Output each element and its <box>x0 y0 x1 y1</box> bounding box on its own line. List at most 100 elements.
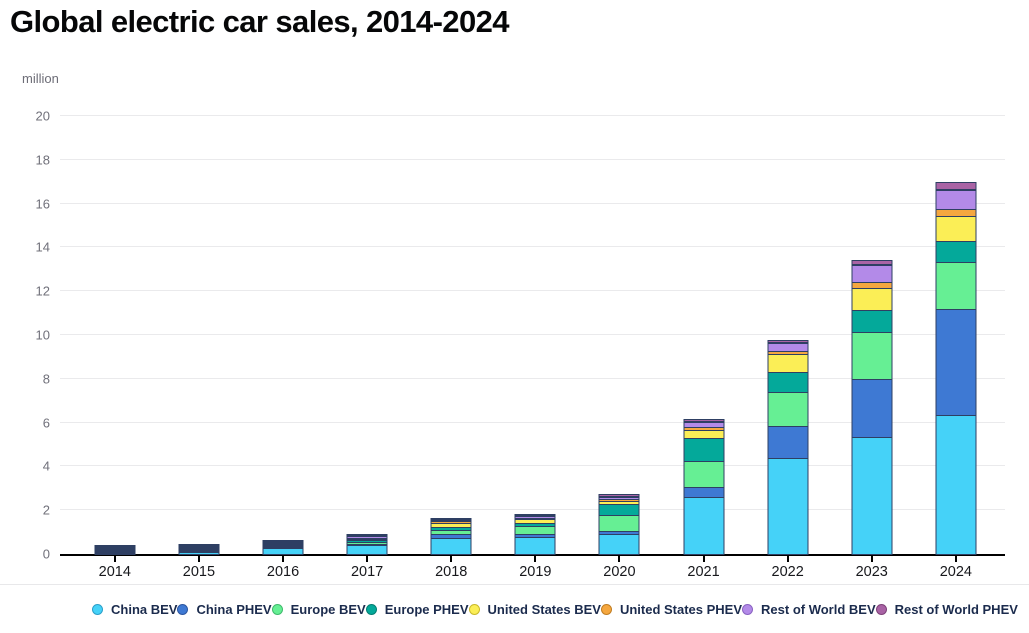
bar-segment-2024-rest-of-world-bev[interactable] <box>935 190 977 210</box>
bar-segment-2023-europe-bev[interactable] <box>851 332 893 380</box>
gridline <box>60 334 1005 335</box>
bar-segment-2022-china-phev[interactable] <box>767 426 809 459</box>
legend-swatch-icon <box>600 603 612 615</box>
y-axis-tick-label: 14 <box>35 239 50 255</box>
legend-label: Europe PHEV <box>384 601 469 617</box>
chart-title: Global electric car sales, 2014-2024 <box>10 4 509 39</box>
bar-segment-2022-europe-bev[interactable] <box>767 392 809 427</box>
legend-swatch-icon <box>742 603 754 615</box>
legend-item-united-states-phev[interactable]: United States PHEV <box>600 601 743 617</box>
bar-segment-2022-united-states-bev[interactable] <box>767 354 809 373</box>
x-axis-tick <box>282 556 285 562</box>
bar-segment-2022-europe-phev[interactable] <box>767 372 809 393</box>
bar-segment-2018-rest-of-world-phev[interactable] <box>430 518 472 520</box>
gridline <box>60 377 1005 379</box>
bar-2023 <box>851 260 893 555</box>
y-axis-tick-label: 16 <box>35 196 50 212</box>
bar-segment-2015-rest-of-world-phev[interactable] <box>178 544 220 546</box>
bar-segment-2024-united-states-bev[interactable] <box>935 216 977 242</box>
legend-item-rest-of-world-bev[interactable]: Rest of World BEV <box>742 602 876 617</box>
legend-label: United States BEV <box>487 601 601 617</box>
gridline <box>60 115 1005 116</box>
gridline <box>60 465 1005 467</box>
bar-segment-2024-europe-phev[interactable] <box>935 241 977 263</box>
bar-2024 <box>935 182 977 555</box>
bar-2021 <box>683 419 725 555</box>
x-axis-tick <box>870 556 873 562</box>
bar-segment-2024-rest-of-world-phev[interactable] <box>935 182 977 190</box>
bar-segment-2019-rest-of-world-phev[interactable] <box>514 514 556 516</box>
x-axis-tick <box>702 556 705 562</box>
y-axis-tick-label: 20 <box>35 108 50 124</box>
bar-segment-2023-europe-phev[interactable] <box>851 310 893 333</box>
gridline <box>60 158 1005 160</box>
legend-item-china-bev[interactable]: China BEV <box>92 602 177 617</box>
legend-swatch-icon <box>875 603 887 615</box>
bar-segment-2023-rest-of-world-bev[interactable] <box>851 265 893 283</box>
y-axis-tick-label: 10 <box>35 327 50 343</box>
bar-segment-2017-rest-of-world-phev[interactable] <box>346 534 388 536</box>
x-axis-tick <box>113 556 116 562</box>
bar-segment-2016-china-bev[interactable] <box>262 548 304 555</box>
bar-segment-2015-china-bev[interactable] <box>178 552 220 555</box>
plot-area: 0 2 4 6 8 10 12 14 16 18 20 2014 2015 2016 2017 2018 201… <box>36 110 1005 580</box>
legend-swatch-icon <box>468 603 480 615</box>
bar-segment-2022-china-bev[interactable] <box>767 458 809 555</box>
gridline <box>60 509 1005 511</box>
bar-segment-2023-rest-of-world-phev[interactable] <box>851 260 893 265</box>
bar-segment-2021-rest-of-world-phev[interactable] <box>683 419 725 422</box>
y-axis-tick-label: 4 <box>42 458 50 474</box>
x-axis-label-2019: 2019 <box>519 564 552 580</box>
legend-item-china-phev[interactable]: China PHEV <box>177 602 272 617</box>
legend-label: United States PHEV <box>619 601 743 617</box>
gridline <box>60 421 1005 423</box>
bar-segment-2019-china-bev[interactable] <box>514 537 556 555</box>
x-axis-label-2023: 2023 <box>855 564 888 580</box>
gridline <box>60 202 1005 204</box>
bar-segment-2024-china-phev[interactable] <box>935 309 977 416</box>
x-axis-label-2016: 2016 <box>266 564 300 580</box>
legend-swatch-icon <box>177 603 189 615</box>
bar-segment-2020-europe-bev[interactable] <box>598 515 640 532</box>
y-axis-tick-label: 0 <box>42 546 50 562</box>
x-axis-label-2014: 2014 <box>98 564 131 580</box>
bar-segment-2023-china-phev[interactable] <box>851 379 893 438</box>
x-axis-label-2018: 2018 <box>435 564 468 580</box>
bar-segment-2021-europe-bev[interactable] <box>683 461 725 488</box>
legend-separator <box>0 584 1029 585</box>
legend-item-europe-bev[interactable]: Europe BEV <box>271 602 366 617</box>
y-axis-tick-label: 8 <box>42 371 50 387</box>
bar-2020 <box>598 494 640 555</box>
bar-segment-2014-china-bev[interactable] <box>94 553 136 555</box>
y-axis-tick-label: 6 <box>42 415 50 431</box>
legend: China BEV China PHEV Europe BEV Europe PHEV… <box>0 585 1029 633</box>
x-axis-label-2022: 2022 <box>771 564 804 580</box>
legend-item-europe-phev[interactable]: Europe PHEV <box>365 601 469 617</box>
bar-2014 <box>94 545 136 555</box>
x-axis-label-2015: 2015 <box>182 564 216 580</box>
legend-label: Rest of World BEV <box>761 601 876 617</box>
bar-2016 <box>262 540 304 555</box>
bar-segment-2017-china-bev[interactable] <box>346 545 388 555</box>
bar-segment-2024-europe-bev[interactable] <box>935 262 977 310</box>
bar-segment-2021-europe-phev[interactable] <box>683 438 725 462</box>
y-axis-tick-label: 2 <box>42 502 50 518</box>
bar-segment-2021-china-bev[interactable] <box>683 497 725 555</box>
legend-item-rest-of-world-phev[interactable]: Rest of World PHEV <box>875 602 1018 617</box>
bar-segment-2014-rest-of-world-phev[interactable] <box>94 545 136 547</box>
x-axis-label-2020: 2020 <box>603 564 636 580</box>
bar-2019 <box>514 514 556 555</box>
x-axis-tick <box>534 556 537 562</box>
bar-segment-2020-china-bev[interactable] <box>598 534 640 555</box>
legend-item-united-states-bev[interactable]: United States BEV <box>468 601 601 617</box>
bar-2022 <box>767 340 809 555</box>
bar-segment-2020-rest-of-world-phev[interactable] <box>598 494 640 497</box>
bar-segment-2022-rest-of-world-phev[interactable] <box>767 340 809 343</box>
bar-segment-2023-united-states-bev[interactable] <box>851 288 893 311</box>
bar-segment-2023-china-bev[interactable] <box>851 437 893 555</box>
legend-swatch-icon <box>365 603 377 615</box>
bar-segment-2018-china-bev[interactable] <box>430 538 472 555</box>
bar-segment-2016-rest-of-world-phev[interactable] <box>262 540 304 542</box>
bar-segment-2024-china-bev[interactable] <box>935 415 977 555</box>
bar-2018 <box>430 518 472 555</box>
